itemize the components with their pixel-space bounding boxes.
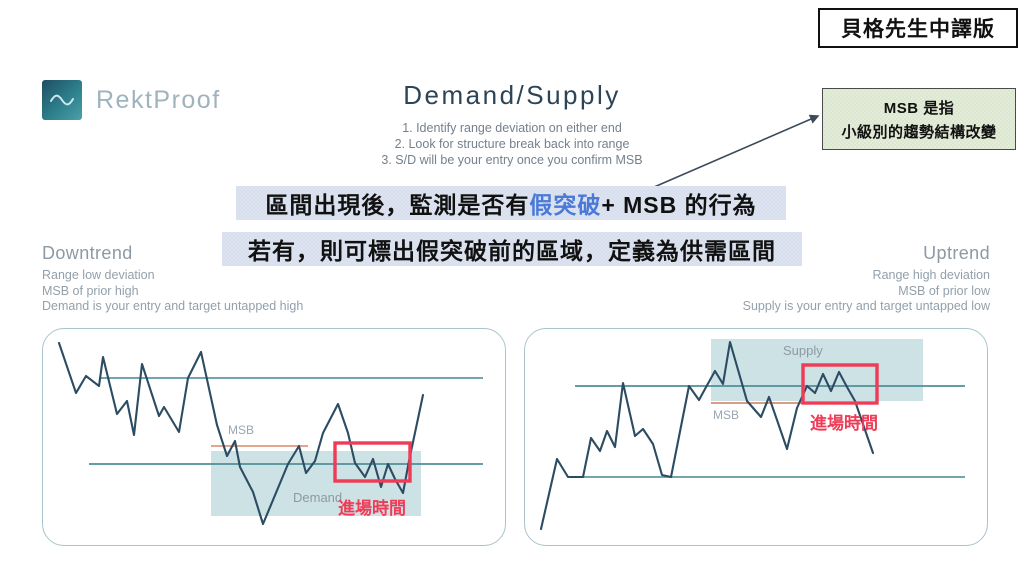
uptrend-price-path [539, 340, 875, 531]
uptrend-note: Range high deviation [872, 268, 990, 282]
msb-callout-line-1: MSB 是指 [883, 99, 955, 117]
downtrend-price-path [57, 341, 425, 526]
entry-time-label: 進場時間 [810, 413, 878, 433]
zone-label: Supply [783, 343, 823, 358]
demand-zone [211, 451, 421, 516]
downtrend-title: Downtrend [42, 243, 133, 263]
downtrend-caption: Downtrend Range low deviation MSB of pri… [42, 243, 303, 315]
downtrend-note: MSB of prior high [42, 283, 139, 298]
brand-name: RektProof [96, 85, 221, 114]
step-item: 2. Look for structure break back into ra… [394, 137, 630, 151]
downtrend-note: Demand is your entry and target untapped… [42, 299, 304, 313]
page-title: Demand/Supply [403, 80, 621, 110]
steps-list: 1. Identify range deviation on either en… [0, 120, 1024, 168]
msb-callout-line-2: 小級別的趨勢結構改變 [841, 123, 997, 141]
step-item: 3. S/D will be your entry once you confi… [381, 153, 643, 167]
uptrend-chart-panel: Supply MSB 進場時間 [524, 328, 988, 546]
uptrend-note: Supply is your entry and target untapped… [742, 299, 990, 313]
summary-line-1-accent: 假突破 [529, 192, 602, 218]
msb-label: MSB [713, 408, 739, 422]
step-item: 1. Identify range deviation on either en… [402, 121, 622, 135]
summary-line-1: 區間出現後，監測是否有 假突破 + MSB 的行為 [236, 186, 786, 220]
entry-box [801, 363, 879, 405]
msb-definition-callout: MSB 是指 小級別的趨勢結構改變 [822, 88, 1016, 150]
entry-time-label: 進場時間 [338, 498, 406, 518]
msb-label: MSB [228, 423, 254, 437]
uptrend-note: MSB of prior low [898, 283, 990, 298]
uptrend-caption: Uptrend Range high deviation MSB of prio… [524, 243, 990, 315]
wave-tilde-icon [42, 80, 82, 120]
entry-box [333, 441, 412, 483]
summary-line-1-text-a: 區間出現後，監測是否有 [265, 192, 530, 218]
summary-line-1-text-b: + MSB 的行為 [601, 192, 757, 218]
brand-logo: RektProof [42, 80, 221, 120]
zone-label: Demand [293, 490, 342, 505]
downtrend-chart-panel: MSB Demand 進場時間 [42, 328, 506, 546]
summary-line-2: 若有，則可標出假突破前的區域，定義為供需區間 [222, 232, 802, 266]
translator-credit-badge: 貝格先生中譯版 [818, 8, 1018, 48]
uptrend-title: Uptrend [923, 243, 990, 263]
uptrend-chart: Supply MSB 進場時間 [539, 339, 965, 531]
downtrend-note: Range low deviation [42, 268, 155, 282]
